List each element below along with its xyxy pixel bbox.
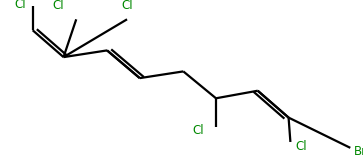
Text: Br: Br — [354, 145, 363, 158]
Text: Cl: Cl — [52, 0, 64, 12]
Text: Cl: Cl — [193, 124, 204, 137]
Text: Cl: Cl — [296, 140, 307, 153]
Text: Cl: Cl — [14, 0, 26, 11]
Text: Cl: Cl — [122, 0, 133, 12]
